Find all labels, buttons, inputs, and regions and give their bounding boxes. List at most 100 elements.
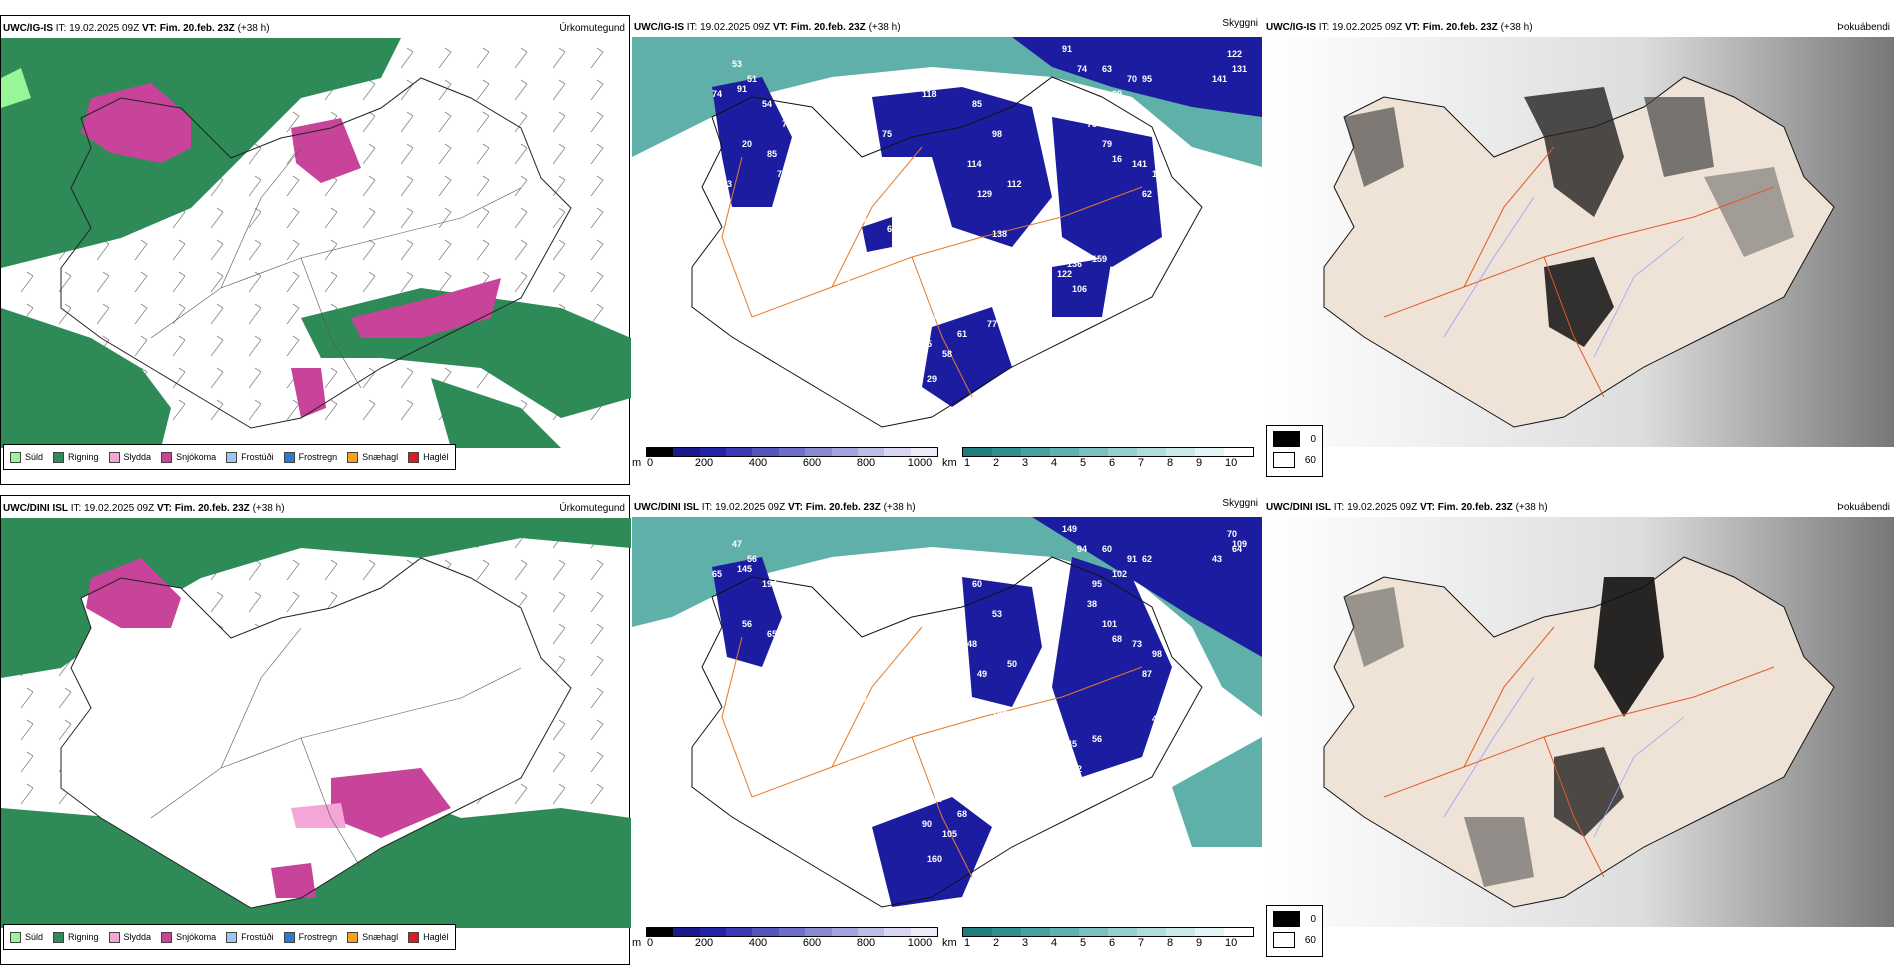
ceiling-height-label: 87 <box>1142 669 1152 679</box>
fog-dark <box>1344 107 1404 187</box>
wind-barb <box>590 687 604 709</box>
ceiling-height-label: 54 <box>762 99 772 109</box>
snow-area <box>86 558 181 628</box>
colorbar-tick-label: 8 <box>1167 937 1174 949</box>
wind-barb <box>210 271 224 293</box>
colorbar-tick-label: 600 <box>802 457 822 469</box>
wind-barb <box>552 239 566 261</box>
ceiling-height-label: 43 <box>1212 554 1222 564</box>
ceiling-height-label: 65 <box>1022 759 1032 769</box>
wind-barb <box>552 111 566 133</box>
low-ceiling-area <box>922 307 1012 407</box>
wind-barb <box>362 143 376 165</box>
panel-title: Skyggni <box>1222 498 1258 509</box>
wind-barb <box>172 271 186 293</box>
ceiling-height-label: 55 <box>922 339 932 349</box>
fog-index-panel-bottom: UWC/DINI ISL IT: 19.02.2025 09Z VT: Fim.… <box>1264 495 1894 965</box>
wind-barb <box>514 175 528 197</box>
ceiling-height-label: 105 <box>942 829 957 839</box>
low-ceiling-area <box>712 557 782 667</box>
ceiling-height-label: 68 <box>957 809 967 819</box>
ceiling-height-label: 80 <box>692 229 702 239</box>
wind-barb <box>400 239 414 261</box>
ceiling-height-label: 129 <box>977 189 992 199</box>
colorbar-tick-label: 10 <box>1225 457 1238 469</box>
wind-barb <box>590 239 604 261</box>
ceiling-height-label: 61 <box>957 329 967 339</box>
wind-barb <box>400 47 414 69</box>
wind-barb <box>514 271 528 293</box>
ceiling-height-label: 58 <box>717 659 727 669</box>
road-lines <box>150 627 522 869</box>
ceiling-height-label: 56 <box>742 619 752 629</box>
rain-area <box>1 518 631 678</box>
panel-title: Skyggni <box>1222 18 1258 29</box>
rain-area <box>1 308 171 448</box>
colorbar-tick-label: 800 <box>856 937 876 949</box>
wind-barb <box>590 303 604 325</box>
colorbar-tick-label: 1 <box>964 937 971 949</box>
colorbar-tick-label: 0 <box>646 457 654 469</box>
ceiling-height-label: 131 <box>1232 64 1247 74</box>
colorbar-tick-label: 3 <box>1022 457 1029 469</box>
ceiling-height-label: 149 <box>1062 524 1077 534</box>
ceiling-height-label: 84 <box>932 794 942 804</box>
fog-map <box>1264 517 1894 927</box>
ceiling-height-label: 99 <box>1112 89 1122 99</box>
wind-barb <box>552 783 566 805</box>
fog-map <box>1264 37 1894 447</box>
ceiling-height-label: 194 <box>762 579 777 589</box>
fog-dark <box>1644 97 1714 177</box>
wind-barb <box>514 783 528 805</box>
wind-barb <box>210 591 224 613</box>
ceiling-height-label: 101 <box>1102 619 1117 629</box>
wind-barb <box>552 271 566 293</box>
visibility-panel-top: UWC/IG-IS IT: 19.02.2025 09Z VT: Fim. 20… <box>632 15 1262 485</box>
ceiling-height-label: 95 <box>1092 579 1102 589</box>
colorbar-tick-label: 9 <box>1196 457 1203 469</box>
ceiling-height-label: 103 <box>887 704 902 714</box>
panel-header: UWC/DINI ISL IT: 19.02.2025 09Z VT: Fim.… <box>1266 502 1890 513</box>
ceiling-height-label: 53 <box>992 609 1002 619</box>
colorbar-tick-label: 600 <box>802 937 822 949</box>
ceiling-height-label: 76 <box>777 169 787 179</box>
wind-barb <box>476 143 490 165</box>
low-ceiling-area <box>1052 557 1172 777</box>
low-visibility-sea <box>1172 737 1262 847</box>
ceiling-height-label: 118 <box>922 89 937 99</box>
wind-barb <box>58 687 72 709</box>
ceiling-height-label: 68 <box>692 709 702 719</box>
wind-barb <box>476 175 490 197</box>
ceiling-height-label: 56 <box>747 554 757 564</box>
ceiling-height-label: 29 <box>927 374 937 384</box>
legend-item: Rigning <box>53 451 99 463</box>
legend-item: Rigning <box>53 931 99 943</box>
wind-barb <box>20 719 34 741</box>
colorbar-tick-label: 3 <box>1022 937 1029 949</box>
wind-barb <box>210 399 224 421</box>
land-white <box>61 558 571 908</box>
wind-barb <box>286 271 300 293</box>
country-outline <box>60 557 572 909</box>
ceiling-colorbar: m 0 200 400 600 800 1000 <box>632 447 942 477</box>
legend-item: Súld <box>10 931 43 943</box>
ceiling-height-label: 16 <box>1112 154 1122 164</box>
wind-barb <box>438 111 452 133</box>
wind-barb <box>134 239 148 261</box>
wind-barb <box>172 239 186 261</box>
ceiling-height-label: 95 <box>1142 74 1152 84</box>
wind-barb <box>552 623 566 645</box>
wind-barb <box>400 79 414 101</box>
wind-barb <box>552 719 566 741</box>
wind-barb <box>172 367 186 389</box>
ceiling-height-label: 141 <box>1212 74 1227 84</box>
colorbar-tick-label: 2 <box>993 457 1000 469</box>
legend-item: Slydda <box>108 931 151 943</box>
fog-dark <box>1554 747 1624 837</box>
panel-title: Úrkomutegund <box>559 23 625 34</box>
wind-barb <box>286 559 300 581</box>
wind-barb <box>286 239 300 261</box>
ceiling-height-label: 112 <box>1007 179 1022 189</box>
fog-dark <box>1524 87 1624 217</box>
ceiling-height-label: 44 <box>1147 739 1157 749</box>
